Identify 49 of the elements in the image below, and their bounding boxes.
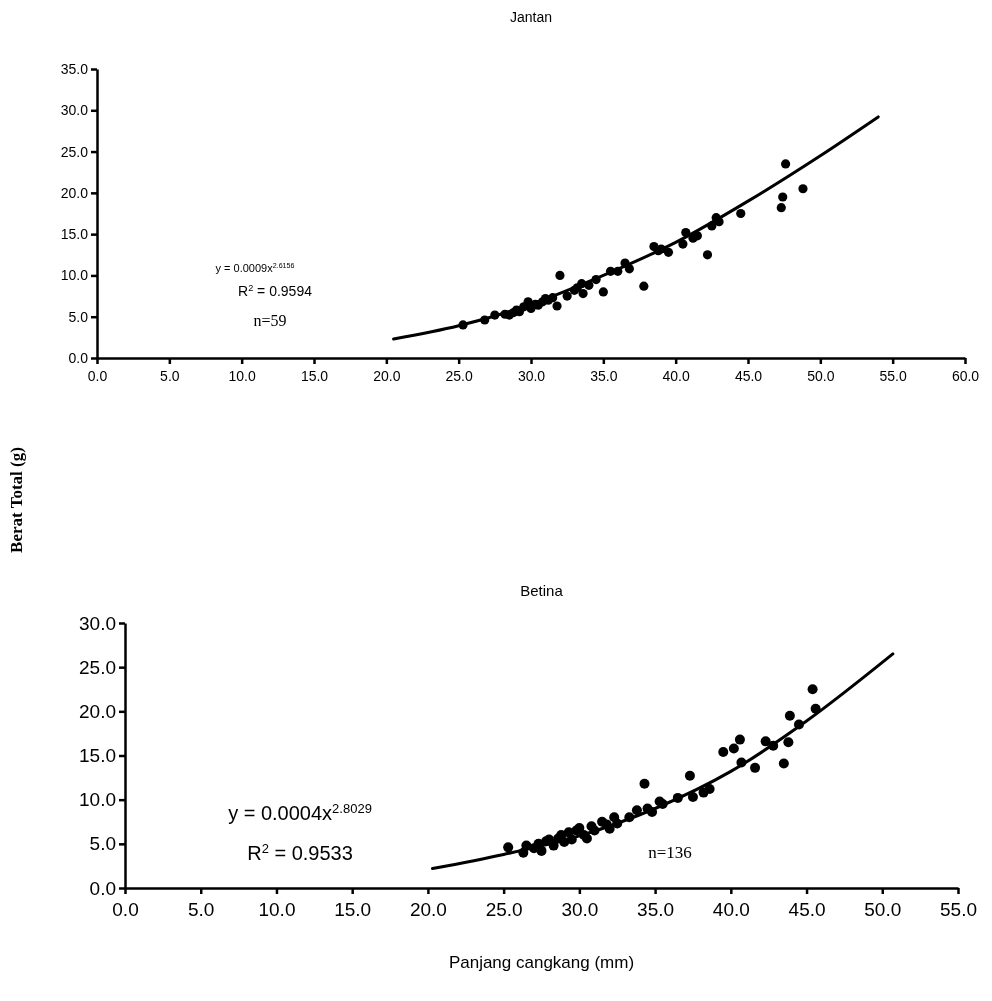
x-tick-label: 20.0: [409, 899, 447, 920]
annotation: R$^{2}$ = 0.9533: [247, 840, 353, 864]
y-tick-label: 0.0: [68, 349, 89, 366]
annotation: n=59: [253, 312, 287, 329]
x-tick-label: 15.0: [334, 899, 372, 920]
x-tick-label: 35.0: [637, 899, 675, 920]
x-tick-label: 30.0: [517, 368, 546, 384]
y-tick-label: 30.0: [60, 102, 89, 119]
annotation: n=136: [648, 843, 692, 862]
y-axis-title: Berat Total (g): [7, 447, 26, 553]
chart-title: Jantan: [509, 9, 553, 25]
x-tick-label: 55.0: [879, 368, 907, 384]
y-tick-label: 20.0: [79, 700, 116, 722]
x-tick-label: 0.0: [112, 899, 139, 920]
annotation: y = 0.0009x$^{2.6156}$: [215, 262, 295, 274]
x-tick-label: 55.0: [940, 899, 977, 920]
annotation: y = 0.0004x$^{2.8029}$: [228, 800, 372, 824]
annotation: R$^{2}$ = 0.9594: [238, 283, 313, 299]
x-tick-label: 10.0: [258, 899, 296, 920]
x-tick-label: 40.0: [662, 368, 690, 384]
y-tick-label: 15.0: [79, 745, 116, 767]
x-tick-label: 60.0: [951, 368, 980, 384]
x-tick-label: 15.0: [300, 368, 329, 384]
y-tick-label: 5.0: [68, 308, 89, 325]
y-tick-label: 15.0: [60, 226, 89, 243]
x-tick-label: 35.0: [590, 368, 618, 384]
y-tick-label: 5.0: [89, 833, 116, 855]
y-tick-label: 20.0: [60, 184, 89, 201]
y-tick-label: 30.0: [79, 612, 116, 634]
x-tick-label: 50.0: [864, 899, 902, 920]
x-tick-label: 50.0: [807, 368, 835, 384]
x-tick-label: 45.0: [788, 899, 826, 920]
x-tick-label: 10.0: [228, 368, 256, 384]
x-tick-label: 5.0: [160, 368, 180, 384]
x-tick-label: 20.0: [373, 368, 401, 384]
x-tick-label: 25.0: [485, 899, 523, 920]
y-tick-label: 25.0: [79, 656, 116, 678]
y-tick-label: 35.0: [60, 60, 89, 77]
x-axis-title: Panjang cangkang (mm): [448, 953, 635, 972]
x-tick-label: 25.0: [445, 368, 473, 384]
x-tick-label: 5.0: [188, 899, 215, 920]
y-tick-label: 10.0: [60, 267, 89, 284]
x-tick-label: 40.0: [712, 899, 750, 920]
y-tick-label: 10.0: [79, 789, 116, 811]
y-tick-label: 25.0: [60, 143, 89, 160]
x-tick-label: 45.0: [734, 368, 763, 384]
x-tick-label: 30.0: [561, 899, 599, 920]
y-tick-label: 0.0: [89, 877, 116, 899]
chart-title: Betina: [520, 582, 564, 599]
